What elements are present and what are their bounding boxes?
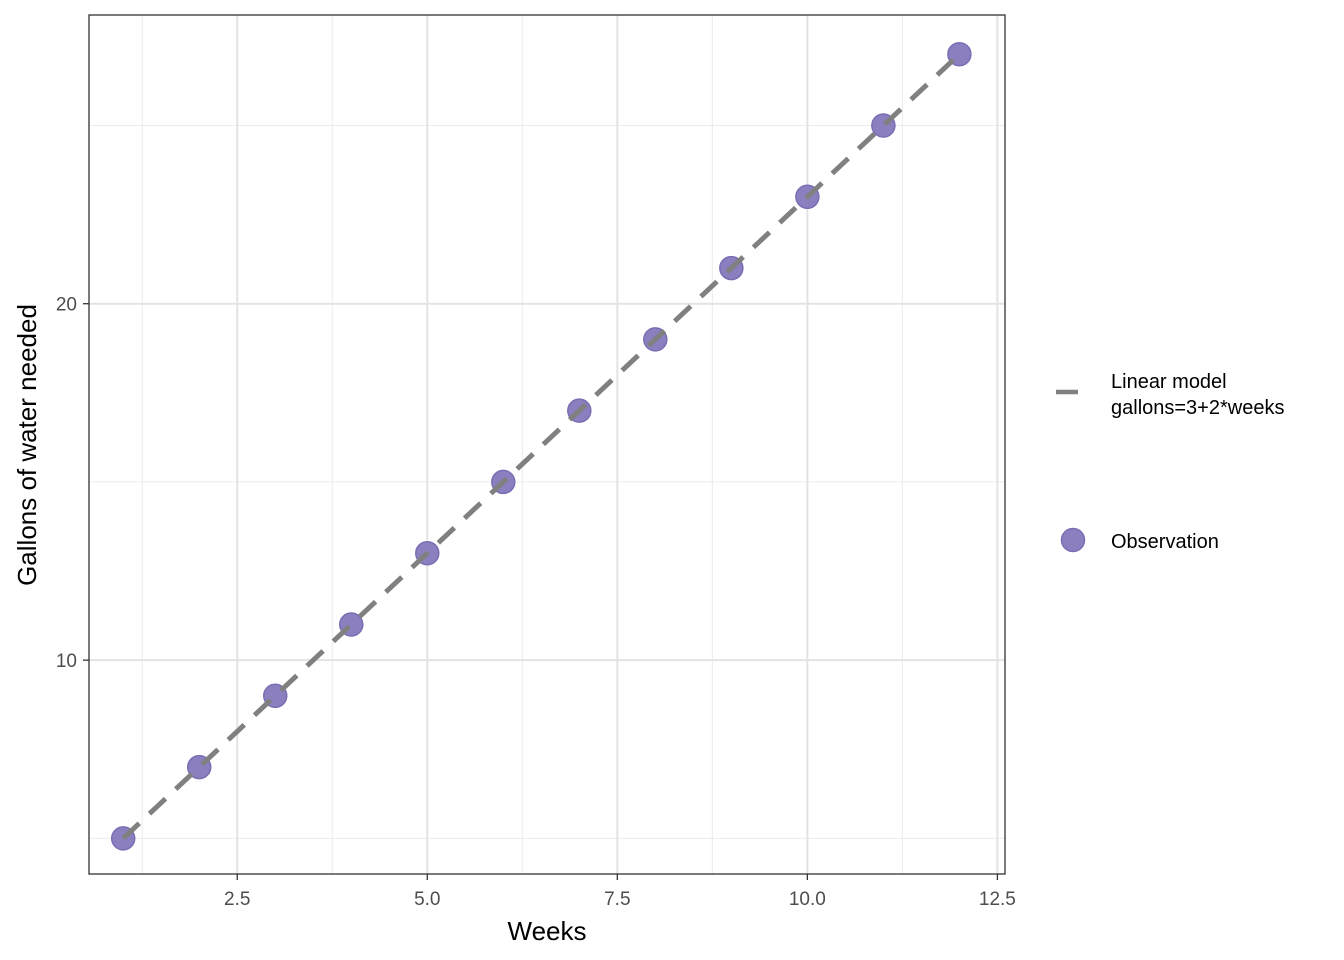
x-tick-label: 7.5 (604, 889, 630, 910)
x-tick-label: 10.0 (789, 889, 826, 910)
x-tick-label: 5.0 (414, 889, 440, 910)
linear-model-line (121, 52, 962, 841)
x-axis: 2.5 5.0 7.5 10.0 12.5 (224, 874, 1016, 910)
legend-label-line-2: gallons=3+2*weeks (1111, 397, 1284, 419)
plot-area (110, 41, 972, 851)
legend-key-point (1060, 527, 1086, 553)
x-tick-label: 2.5 (224, 889, 250, 910)
panel-border (88, 14, 1006, 875)
y-tick-label: 10 (56, 651, 77, 672)
y-tick-label: 20 (56, 295, 77, 316)
legend-label-observation: Observation (1111, 531, 1219, 553)
legend-label-line-1: Linear model (1111, 371, 1227, 393)
y-axis: 10 20 (56, 295, 89, 672)
legend: Linear model gallons=3+2*weeks Observati… (1056, 371, 1284, 553)
x-axis-title: Weeks (508, 916, 587, 946)
x-tick-label: 12.5 (979, 889, 1016, 910)
minor-gridlines (89, 15, 1005, 874)
observation-point (947, 41, 972, 67)
major-gridlines (89, 15, 1005, 874)
y-axis-title: Gallons of water needed (12, 304, 42, 586)
